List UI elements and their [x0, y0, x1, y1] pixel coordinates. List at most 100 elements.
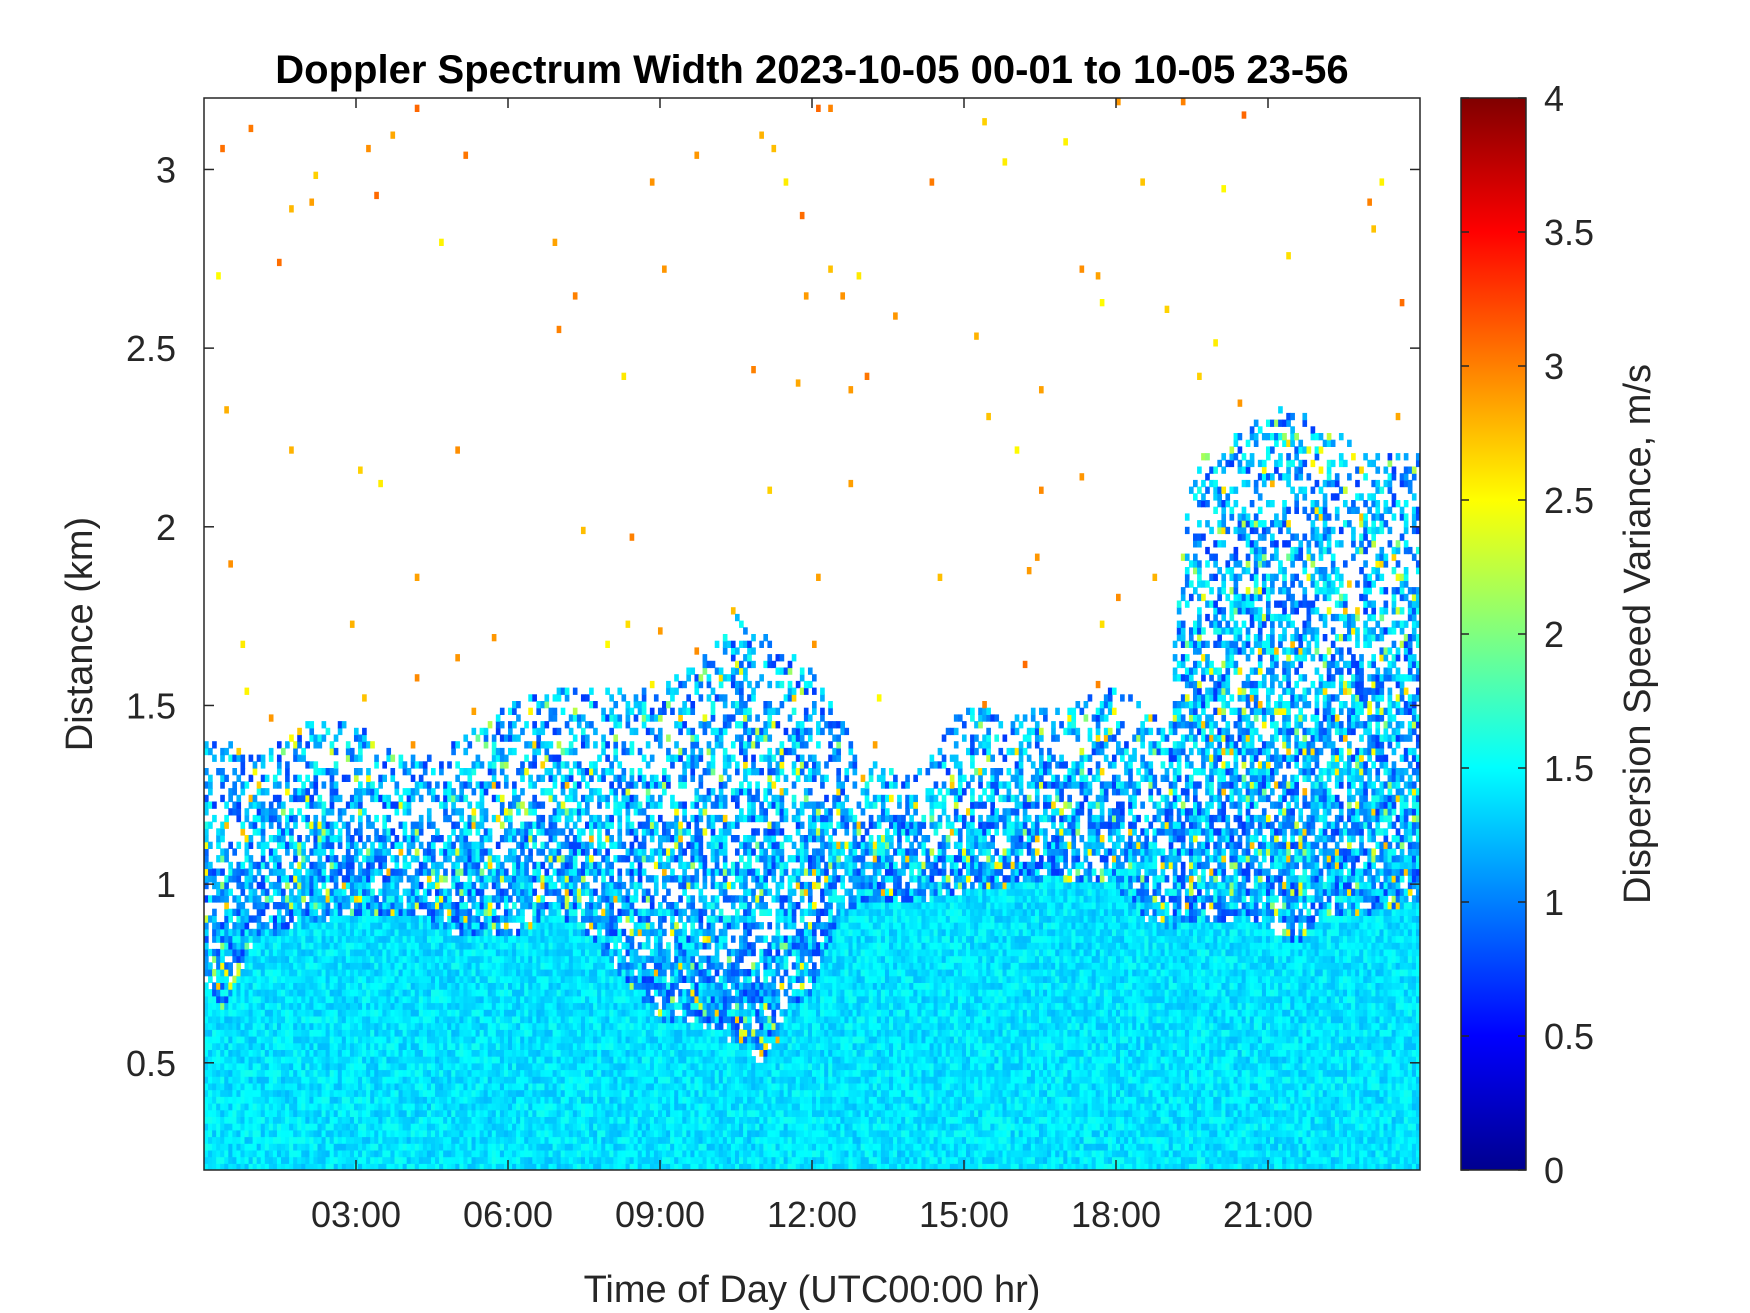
- heatmap-cell: [455, 861, 460, 870]
- heatmap-cell: [528, 975, 533, 983]
- heatmap-cell: [548, 1129, 554, 1138]
- heatmap-cell: [329, 1029, 335, 1037]
- heatmap-cell: [276, 1089, 282, 1097]
- heatmap-cell: [443, 1103, 448, 1111]
- heatmap-cell: [236, 895, 242, 903]
- heatmap-cell: [475, 1156, 481, 1164]
- heatmap-cell: [463, 1062, 469, 1071]
- heatmap-cell: [463, 848, 469, 856]
- heatmap-cell: [568, 1009, 574, 1017]
- heatmap-cell: [422, 902, 428, 910]
- heatmap-cell: [552, 881, 558, 890]
- heatmap-cell: [439, 908, 444, 916]
- heatmap-cell: [333, 1036, 339, 1044]
- heatmap-cell: [224, 1109, 229, 1117]
- heatmap-cell: [228, 560, 233, 568]
- heatmap-cell: [268, 1136, 274, 1144]
- heatmap-cell: [487, 835, 493, 843]
- heatmap-cell: [552, 774, 558, 782]
- heatmap-cell: [244, 895, 250, 903]
- heatmap-cell: [443, 1029, 448, 1037]
- heatmap-cell: [471, 1009, 477, 1017]
- heatmap-cell: [479, 942, 485, 950]
- heatmap-cell: [467, 1042, 473, 1050]
- heatmap-cell: [447, 1076, 452, 1084]
- heatmap-cell: [353, 928, 359, 937]
- heatmap-cell: [463, 969, 469, 977]
- heatmap-cell: [418, 1123, 424, 1131]
- heatmap-cell: [524, 962, 529, 970]
- heatmap-cell: [508, 814, 513, 823]
- heatmap-cell: [208, 1056, 213, 1064]
- heatmap-cell: [313, 835, 319, 843]
- heatmap-cell: [491, 955, 497, 963]
- heatmap-cell: [430, 1156, 436, 1164]
- heatmap-cell: [248, 881, 254, 890]
- heatmap-cell: [374, 814, 379, 823]
- heatmap-cell: [568, 814, 574, 823]
- heatmap-cell: [224, 1069, 229, 1077]
- heatmap-cell: [309, 1103, 315, 1111]
- heatmap-cell: [528, 741, 533, 749]
- heatmap-cell: [366, 1002, 371, 1010]
- heatmap-cell: [272, 1096, 278, 1104]
- heatmap-cell: [540, 1069, 546, 1077]
- heatmap-cell: [516, 861, 521, 870]
- heatmap-cell: [256, 895, 262, 903]
- heatmap-cell: [520, 768, 525, 776]
- heatmap-cell: [410, 875, 416, 883]
- heatmap-cell: [390, 1036, 396, 1044]
- heatmap-cell: [479, 955, 485, 963]
- heatmap-cell: [532, 1096, 537, 1104]
- heatmap-cell: [333, 1116, 339, 1124]
- heatmap-cell: [532, 794, 537, 803]
- heatmap-cell: [224, 908, 229, 916]
- heatmap-cell: [443, 794, 448, 803]
- heatmap-cell: [451, 881, 456, 890]
- heatmap-cell: [556, 761, 562, 769]
- heatmap-cell: [552, 962, 558, 970]
- heatmap-cell: [329, 1076, 335, 1084]
- heatmap-cell: [285, 975, 290, 983]
- heatmap-cell: [430, 1002, 436, 1010]
- heatmap-cell: [378, 1096, 383, 1104]
- heatmap-cell: [414, 1022, 420, 1030]
- heatmap-cell: [366, 741, 371, 749]
- heatmap-cell: [552, 942, 558, 950]
- heatmap-cell: [353, 915, 359, 923]
- heatmap-cell: [430, 908, 436, 916]
- heatmap-cell: [329, 1042, 335, 1050]
- heatmap-cell: [374, 1089, 379, 1097]
- heatmap-cell: [516, 1156, 521, 1164]
- heatmap-cell: [345, 989, 351, 997]
- heatmap-cell: [435, 895, 440, 903]
- heatmap-cell: [394, 861, 400, 870]
- heatmap-cell: [256, 1002, 262, 1010]
- heatmap-cell: [232, 989, 238, 997]
- heatmap-cell: [516, 768, 521, 776]
- heatmap-cell: [475, 1143, 481, 1151]
- heatmap-cell: [516, 875, 521, 883]
- heatmap-cell: [463, 781, 469, 789]
- heatmap-cell: [378, 915, 383, 923]
- heatmap-cell: [333, 955, 339, 963]
- heatmap-cell: [260, 1036, 266, 1044]
- heatmap-cell: [455, 1163, 460, 1170]
- heatmap-cell: [370, 1042, 375, 1050]
- heatmap-cell: [508, 948, 513, 957]
- heatmap-cell: [418, 1143, 424, 1151]
- heatmap-cell: [435, 902, 440, 910]
- heatmap-cell: [532, 1136, 537, 1144]
- heatmap-cell: [362, 1149, 367, 1158]
- heatmap-cell: [240, 754, 246, 762]
- heatmap-cell: [572, 989, 578, 997]
- heatmap-cell: [285, 841, 290, 849]
- heatmap-cell: [479, 1156, 485, 1164]
- heatmap-cell: [329, 835, 335, 843]
- heatmap-cell: [430, 1009, 436, 1017]
- heatmap-cell: [353, 1143, 359, 1151]
- heatmap-cell: [358, 928, 363, 937]
- heatmap-cell: [248, 1009, 254, 1017]
- heatmap-cell: [321, 1076, 327, 1084]
- heatmap-cell: [345, 1076, 351, 1084]
